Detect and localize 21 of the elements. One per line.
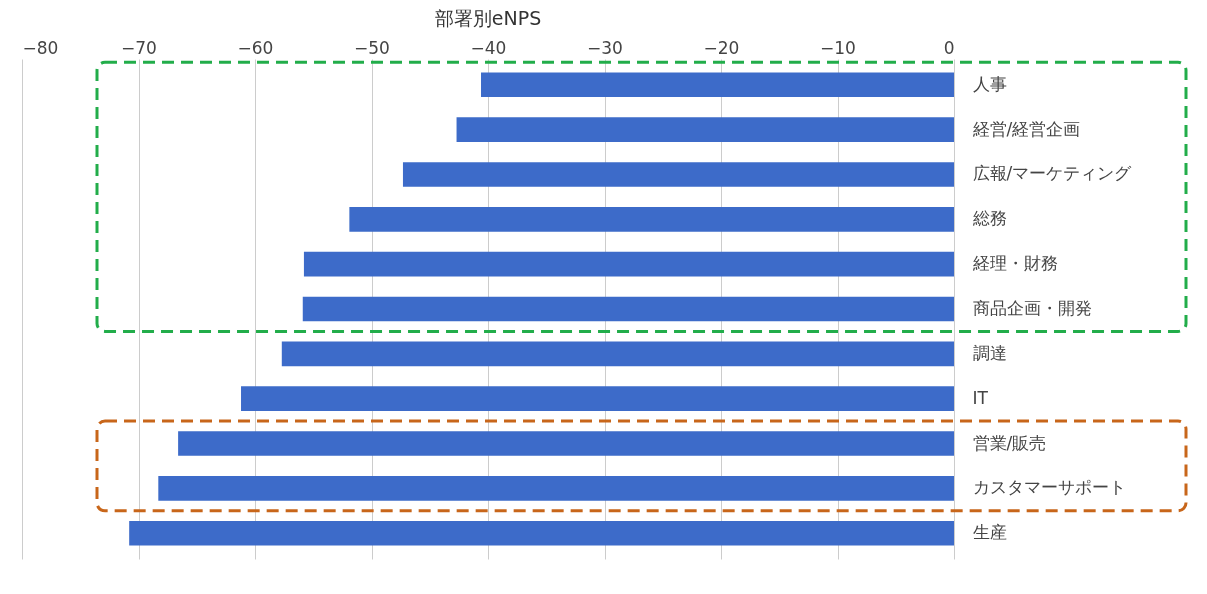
x-tick-label: −30 bbox=[587, 37, 623, 58]
x-tick-label: −60 bbox=[237, 37, 274, 58]
x-tick-label: 0 bbox=[943, 37, 955, 58]
x-tick-label: −10 bbox=[820, 37, 856, 58]
x-tick-label: −40 bbox=[470, 37, 507, 58]
y-tick-label: 経理・財務 bbox=[971, 253, 1058, 274]
y-tick-label: 広報/マーケティング bbox=[972, 163, 1133, 184]
y-tick-label: IT bbox=[972, 387, 989, 408]
y-tick-label: 営業/販売 bbox=[972, 432, 1047, 453]
y-tick-label: カスタマーサポート bbox=[972, 477, 1126, 498]
x-tick-label: −50 bbox=[354, 37, 390, 58]
y-tick-label: 経営/経営企画 bbox=[971, 118, 1081, 139]
y-tick-label: 商品企画・開発 bbox=[972, 298, 1092, 318]
x-tick-label: −70 bbox=[121, 37, 157, 58]
y-tick-label: 人事 bbox=[972, 73, 1007, 94]
y-tick-label: 総務 bbox=[971, 208, 1007, 229]
y-tick-label: 生産 bbox=[972, 522, 1007, 543]
x-tick-label: −80 bbox=[22, 37, 59, 58]
y-tick-label: 調達 bbox=[972, 342, 1007, 363]
x-tick-label: −20 bbox=[703, 37, 740, 58]
chart-title: 部署別eNPS bbox=[434, 7, 542, 29]
